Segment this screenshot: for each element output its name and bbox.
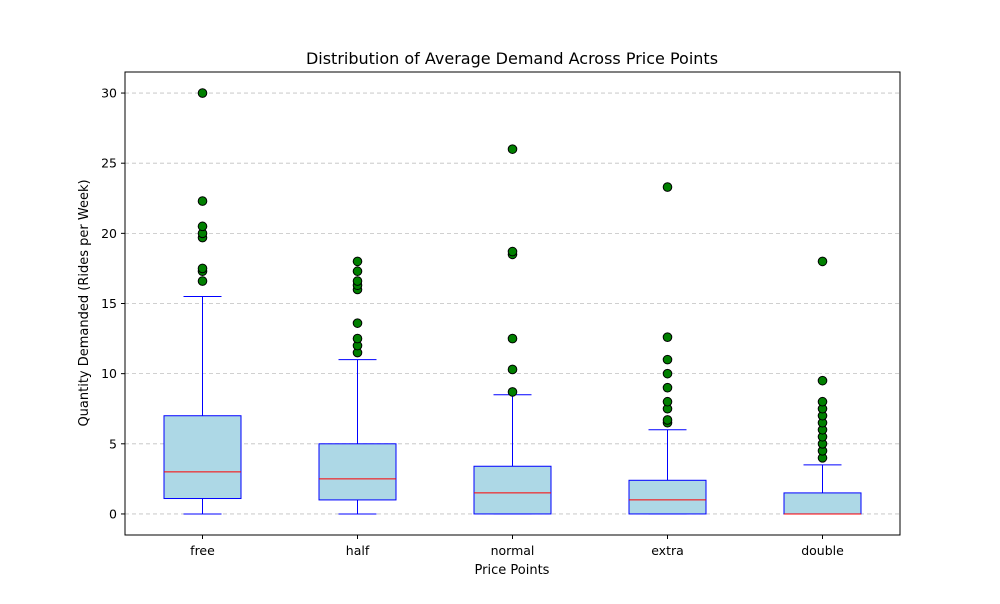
outlier-point	[197, 221, 208, 232]
x-tick-label: double	[801, 543, 844, 558]
outlier-point	[197, 196, 208, 206]
x-tick-label: free	[190, 543, 215, 558]
box-double	[783, 256, 862, 515]
outlier-point	[662, 354, 673, 365]
outlier-point	[662, 415, 673, 425]
outlier-point	[662, 382, 673, 393]
outlier-point	[352, 318, 363, 328]
box-half	[318, 256, 397, 515]
box-extra	[628, 182, 707, 515]
box-body	[318, 443, 397, 501]
box-body	[163, 415, 242, 500]
box-body	[628, 479, 707, 515]
x-tick-label: half	[346, 543, 370, 558]
outlier-point	[817, 396, 828, 407]
outlier-point	[507, 333, 518, 344]
outlier-point	[662, 396, 673, 407]
y-tick-label: 5	[109, 436, 117, 451]
box-normal	[473, 144, 552, 515]
box-free	[163, 88, 242, 515]
outlier-point	[352, 333, 363, 344]
outlier-point	[662, 368, 673, 379]
outlier-point	[507, 246, 518, 257]
x-tick-label: normal	[491, 543, 535, 558]
axes-layer: 0 5 10 15 20 25 30 free half normal extra double	[101, 71, 901, 558]
box-body	[473, 465, 552, 515]
outlier-point	[817, 375, 828, 386]
x-axis-label: Price Points	[475, 563, 550, 578]
outlier-point	[662, 182, 673, 192]
y-tick-label: 20	[101, 226, 117, 241]
outlier-point	[197, 88, 208, 98]
outlier-point	[817, 256, 828, 267]
outlier-point	[507, 144, 518, 154]
y-tick-label: 15	[101, 296, 117, 311]
outlier-point	[662, 332, 673, 342]
outlier-point	[197, 276, 208, 286]
y-tick-label: 25	[101, 156, 117, 171]
y-tick-label: 10	[101, 366, 117, 381]
plot-layer	[163, 88, 862, 515]
outlier-point	[197, 263, 208, 274]
y-tick-label: 30	[101, 86, 117, 101]
box-body	[783, 492, 862, 515]
outlier-point	[352, 276, 363, 286]
outlier-point	[507, 364, 518, 375]
y-axis-label: Quantity Demanded (Rides per Week)	[77, 179, 92, 426]
outlier-point	[352, 256, 363, 267]
outlier-point	[507, 387, 518, 397]
y-tick-label: 0	[109, 506, 117, 521]
x-tick-label: extra	[651, 543, 684, 558]
chart-title: Distribution of Average Demand Across Pr…	[306, 49, 718, 68]
outlier-point	[352, 266, 363, 277]
